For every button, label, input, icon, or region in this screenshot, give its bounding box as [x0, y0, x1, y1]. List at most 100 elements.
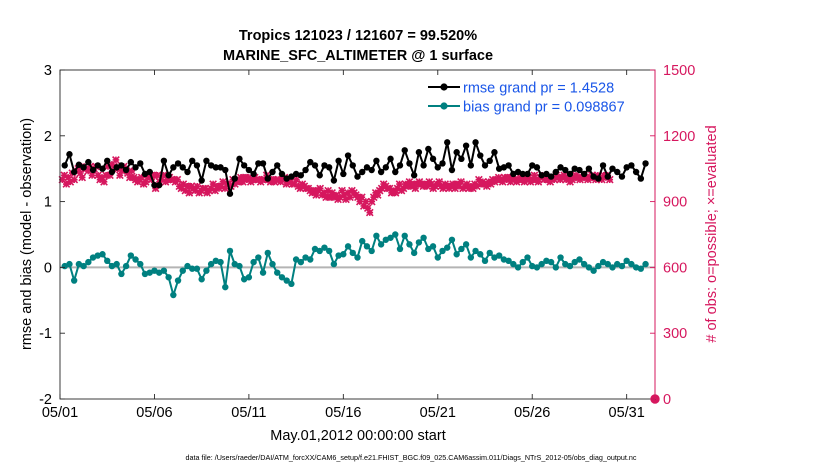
obs-evaluated-point	[58, 175, 67, 184]
rmse-point	[61, 162, 68, 169]
rmse-point	[486, 157, 493, 165]
bias-point	[207, 260, 215, 268]
x-tick-label: 05/21	[420, 405, 456, 421]
y-right-tick-label: 1200	[663, 129, 695, 145]
rmse-point	[108, 168, 116, 176]
obs-evaluated-point	[137, 173, 146, 182]
bias-point	[557, 254, 564, 261]
obs-evaluated-point	[393, 184, 402, 193]
y-left-tick-label: 3	[44, 63, 52, 79]
y-right-tick-label: 600	[663, 260, 687, 276]
rmse-point	[396, 162, 404, 169]
bias-point	[278, 274, 286, 281]
rmse-point	[533, 164, 541, 171]
bias-point	[628, 260, 635, 268]
rmse-point	[212, 164, 220, 171]
obs-evaluated-point	[177, 184, 186, 193]
rmse-point	[335, 157, 342, 165]
rmse-point	[576, 166, 583, 174]
obs-evaluated-point	[159, 171, 168, 180]
bias-point	[618, 262, 626, 270]
y-left-tick-label: 0	[44, 260, 52, 276]
y-right-tick-label: 0	[663, 392, 671, 408]
bias-point	[325, 247, 333, 255]
bias-point	[373, 232, 380, 240]
bias-point	[189, 265, 196, 272]
obs-evaluated-point	[100, 177, 108, 186]
obs-evaluated-point	[328, 188, 336, 197]
rmse-point	[66, 151, 73, 158]
obs-evaluated-point	[201, 184, 210, 193]
obs-evaluated-point	[427, 180, 436, 188]
obs-evaluated-point	[157, 175, 166, 184]
plot-background	[60, 70, 655, 399]
rmse-point	[420, 162, 427, 169]
rmse-point	[392, 168, 399, 176]
rmse-point	[410, 172, 418, 179]
bias-point	[222, 283, 229, 291]
y-left-tick-label: -2	[39, 392, 52, 408]
rmse-point	[562, 166, 569, 174]
rmse-point	[137, 160, 144, 167]
bias-point	[354, 254, 361, 261]
rmse-series	[61, 139, 649, 197]
bias-point	[259, 269, 267, 276]
obs-evaluated-point	[395, 180, 404, 188]
rmse-point	[618, 173, 626, 180]
bias-point	[160, 267, 168, 274]
bias-point	[250, 258, 257, 266]
obs-evaluated-point	[409, 180, 418, 188]
bias-point	[410, 249, 418, 257]
obs-evaluated-point	[411, 184, 420, 193]
obs-evaluated-point	[238, 177, 247, 186]
y-right-tick-label: 300	[663, 326, 687, 342]
obs-evaluated-point	[405, 177, 414, 186]
obs-evaluated-point	[312, 191, 321, 199]
rmse-point	[132, 164, 139, 171]
rmse-point	[236, 155, 243, 163]
bias-point	[519, 258, 526, 266]
bias-point	[137, 260, 144, 268]
rmse-point	[547, 173, 555, 180]
obs-evaluated-point	[439, 184, 448, 193]
y-axis-left-label: rmse and bias (model - observation)	[19, 118, 35, 350]
obs-evaluated-point	[322, 193, 331, 202]
obs-evaluated-point	[473, 182, 481, 191]
rmse-point	[245, 166, 253, 174]
obs-evaluated-point	[117, 167, 126, 175]
rmse-point	[599, 162, 607, 169]
legend-rmse-marker	[440, 83, 448, 91]
obs-evaluated-point	[342, 195, 350, 204]
bias-point	[85, 258, 92, 266]
rmse-point	[632, 168, 640, 176]
obs-evaluated-point	[423, 182, 432, 191]
obs-evaluated-point	[60, 171, 69, 180]
rmse-point	[311, 162, 319, 169]
bias-series	[61, 231, 649, 299]
rmse-point	[274, 162, 281, 169]
bias-point	[580, 260, 588, 268]
obs-evaluated-point	[320, 188, 329, 197]
obs-evaluated-point	[290, 180, 299, 188]
bias-point	[118, 270, 125, 278]
obs-evaluated-point	[530, 171, 539, 180]
bias-point	[595, 262, 602, 270]
bias-point	[297, 258, 305, 266]
rmse-point	[104, 157, 111, 165]
obs-evaluated-point	[219, 177, 227, 186]
bias-point	[80, 262, 87, 270]
bias-point	[420, 234, 427, 241]
bias-point	[472, 247, 479, 255]
rmse-point	[250, 170, 257, 178]
obs-evaluated-point	[179, 180, 188, 188]
obs-evaluated-point	[123, 169, 132, 177]
rmse-point	[240, 162, 248, 169]
bias-point	[401, 232, 408, 240]
bias-point	[170, 291, 177, 299]
obs-evaluated-point	[236, 173, 245, 182]
obs-evaluated-point	[173, 175, 182, 184]
bias-point	[387, 234, 394, 241]
obs-evaluated-point	[346, 193, 354, 202]
obs-evaluated-point	[127, 167, 136, 175]
